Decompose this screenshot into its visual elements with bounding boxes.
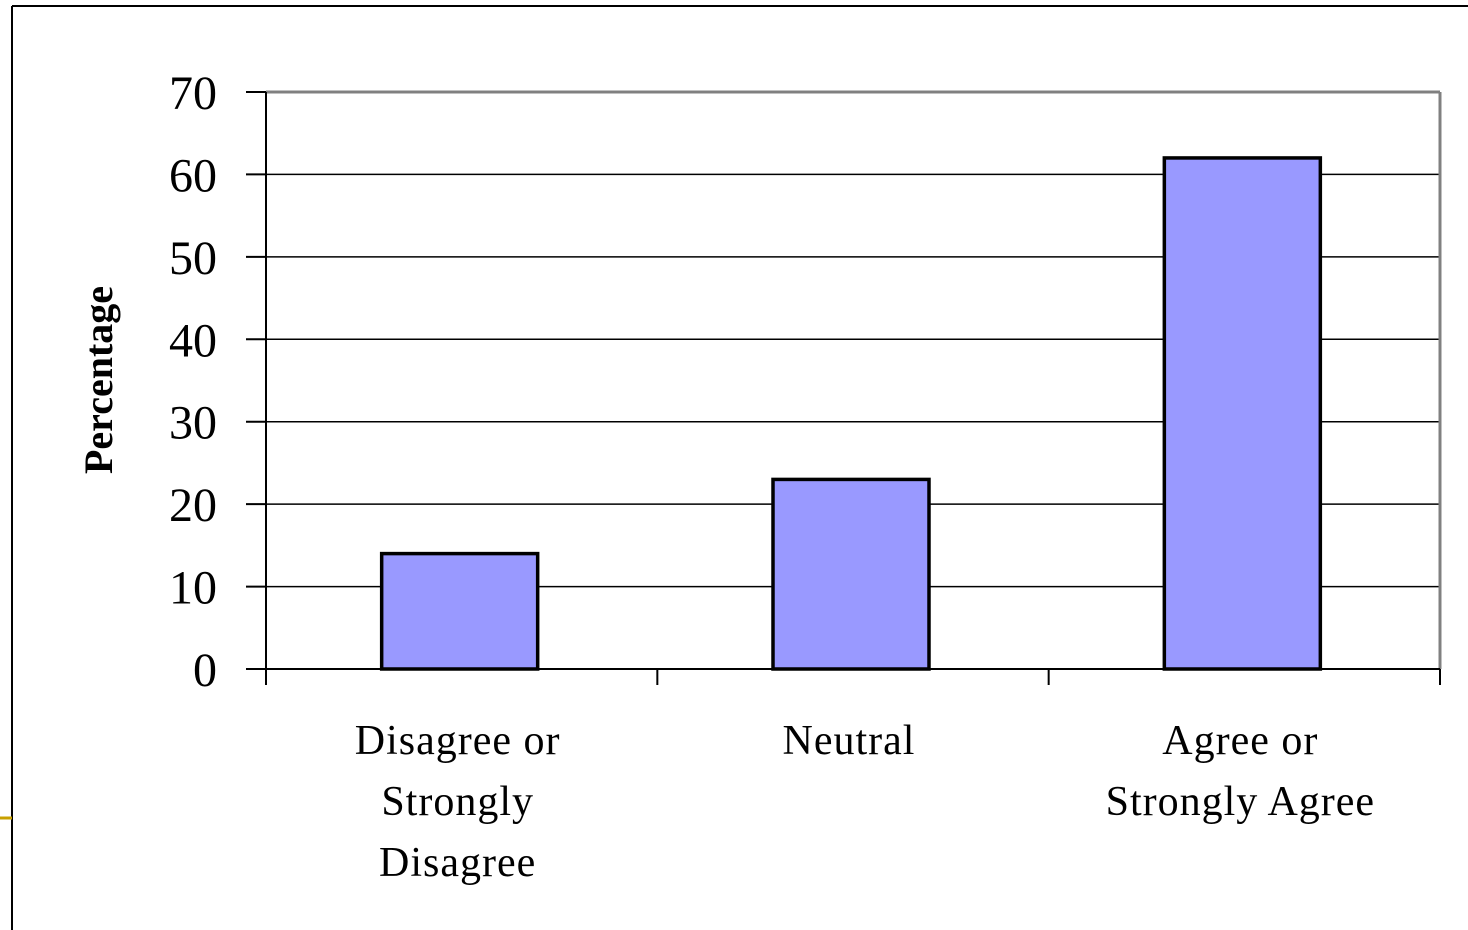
x-category-labels: Disagree or Strongly Disagree Neutral Agree …: [355, 718, 1375, 886]
y-tick-label: 50: [169, 232, 217, 285]
bar: [771, 477, 931, 671]
axes: [246, 90, 1442, 685]
y-tick-label: 60: [169, 149, 217, 202]
x-category-label-line: Strongly Agree: [1106, 779, 1375, 825]
y-tick-label: 40: [169, 314, 217, 367]
x-category-label-line: Agree or: [1162, 718, 1318, 764]
y-tick-label: 70: [169, 67, 217, 120]
y-axis-title: Percentage: [76, 286, 121, 474]
bar: [1162, 156, 1323, 671]
x-category-label: Disagree or Strongly Disagree: [355, 718, 561, 886]
y-tick-label: 20: [169, 479, 217, 532]
y-tick-label: 0: [193, 644, 217, 697]
x-category-label-line: Disagree: [379, 840, 536, 886]
y-tick-label: 10: [169, 562, 217, 615]
x-category-label-line: Disagree or: [355, 718, 561, 764]
y-tick-label: 30: [169, 397, 217, 450]
x-category-label-line: Neutral: [783, 718, 916, 764]
x-category-label-line: Strongly: [381, 779, 534, 825]
bars: [379, 156, 1323, 671]
y-tick-labels: 0 10 20 30 40 50 60 70: [169, 67, 217, 697]
x-category-label: Agree or Strongly Agree: [1106, 718, 1375, 825]
x-category-label: Neutral: [783, 718, 916, 764]
bar: [379, 551, 540, 671]
